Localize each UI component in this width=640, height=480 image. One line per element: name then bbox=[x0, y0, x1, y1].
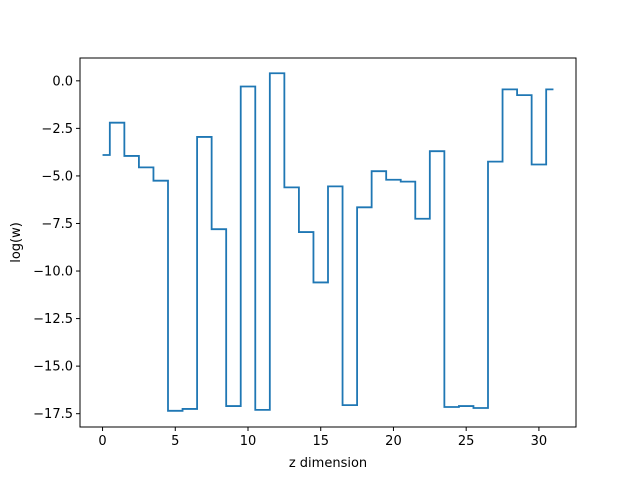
y-axis-label: log(w) bbox=[9, 222, 24, 263]
y-axis-ticks: 0.0 −2.5 −5.0 −7.5 −10.0 −12.5 −15.0 −17.5 bbox=[33, 74, 80, 422]
y-tick-label: −5.0 bbox=[41, 169, 73, 184]
x-tick-label: 0 bbox=[98, 434, 106, 449]
x-tick-label: 20 bbox=[385, 434, 402, 449]
x-tick-label: 25 bbox=[458, 434, 475, 449]
x-tick-label: 15 bbox=[312, 434, 329, 449]
x-tick-label: 30 bbox=[531, 434, 548, 449]
axes-frame bbox=[79, 57, 577, 428]
y-tick-label: −17.5 bbox=[33, 407, 73, 422]
x-tick-label: 10 bbox=[240, 434, 257, 449]
x-axis-ticks: 0 5 10 15 20 25 30 bbox=[98, 427, 547, 449]
series-layer bbox=[102, 72, 554, 412]
y-tick-label: −7.5 bbox=[41, 217, 73, 232]
y-tick-label: −15.0 bbox=[33, 360, 73, 375]
y-tick-label: −12.5 bbox=[33, 312, 73, 327]
y-tick-label: −2.5 bbox=[41, 122, 73, 137]
x-tick-label: 5 bbox=[171, 434, 179, 449]
series-line bbox=[102, 72, 554, 412]
y-tick-label: −10.0 bbox=[33, 265, 73, 280]
x-axis-label: z dimension bbox=[289, 456, 367, 471]
y-tick-label: 0.0 bbox=[52, 74, 73, 89]
